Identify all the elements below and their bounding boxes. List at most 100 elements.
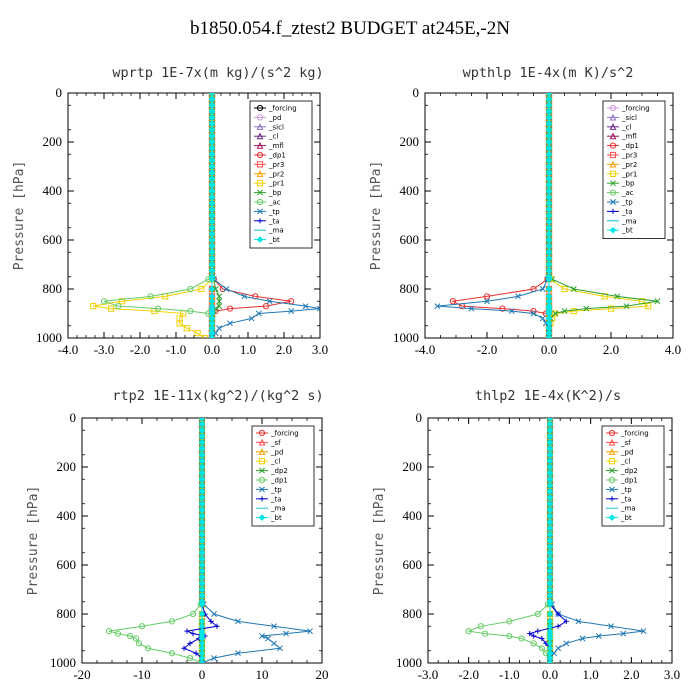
x-tick-label: 10 (256, 667, 269, 682)
data-point (198, 426, 206, 434)
data-point (545, 187, 553, 195)
x-tick-label: 4.0 (665, 342, 681, 357)
data-point (545, 163, 553, 170)
data-point (545, 169, 553, 176)
data-point (208, 212, 216, 219)
data-point (198, 518, 206, 526)
data-point (208, 114, 216, 121)
legend-marker (609, 160, 617, 168)
legend-marker (609, 104, 617, 112)
data-point (579, 635, 586, 642)
data-point (208, 218, 216, 225)
data-point (546, 600, 554, 608)
legend-label: _pr2 (268, 170, 284, 178)
data-point (198, 420, 206, 428)
data-point (199, 418, 205, 421)
data-point (198, 543, 206, 550)
data-point (212, 330, 219, 337)
data-point (527, 631, 533, 637)
x-tick-label: -4.0 (58, 342, 79, 357)
data-point (546, 567, 554, 575)
data-point (208, 150, 216, 158)
data-point (563, 618, 569, 624)
data-point (547, 660, 553, 663)
legend-label: _pr2 (621, 161, 637, 169)
data-point (546, 543, 554, 550)
legend-marker (610, 180, 616, 187)
data-point (271, 640, 277, 647)
x-tick-label: 0.0 (204, 342, 220, 357)
data-point (208, 285, 216, 293)
data-point (545, 255, 553, 262)
data-point (545, 248, 553, 256)
data-point (546, 561, 554, 569)
data-point (198, 457, 206, 465)
data-point (483, 293, 491, 300)
legend-label: _tp (268, 208, 280, 216)
data-point (208, 224, 216, 232)
legend-label: _cl (268, 133, 278, 141)
legend-marker (609, 189, 617, 196)
legend-marker (608, 438, 616, 446)
data-point (546, 500, 554, 508)
data-point (546, 488, 554, 495)
data-point (208, 275, 216, 283)
data-point (208, 126, 216, 134)
data-point (248, 315, 255, 322)
data-point (539, 635, 545, 642)
x-tick-label: -20 (73, 667, 90, 682)
legend-label: _bt (270, 514, 282, 522)
data-point (530, 310, 537, 317)
legend-label: _ac (268, 199, 281, 207)
data-point (198, 285, 205, 293)
legend-label: _sicl (621, 114, 637, 122)
x-tick-label: 2.0 (623, 667, 639, 682)
data-point (434, 303, 441, 310)
data-point (176, 320, 183, 327)
data-point (201, 334, 208, 338)
y-tick-label: 600 (57, 557, 77, 572)
data-point (108, 305, 115, 312)
data-point (546, 549, 554, 557)
data-point (288, 308, 295, 315)
legend-label: _mfl (268, 142, 284, 150)
data-point (640, 628, 647, 635)
x-tick-label: 1.0 (240, 342, 256, 357)
legend-marker (256, 141, 264, 149)
data-point (216, 298, 223, 305)
data-point (545, 144, 553, 152)
data-point (654, 298, 661, 305)
legend-label: _dp1 (621, 142, 639, 150)
y-tick-label: 200 (403, 459, 423, 474)
data-point (561, 285, 568, 293)
data-point (209, 93, 215, 96)
data-point (208, 120, 216, 127)
y-axis-label: Pressure [hPa] (372, 486, 387, 596)
legend-label: _tp (621, 199, 633, 207)
data-point (181, 645, 187, 651)
y-tick-label: 800 (403, 606, 423, 621)
y-tick-label: 600 (43, 232, 63, 247)
legend-marker (609, 123, 617, 130)
data-point (223, 286, 230, 292)
series-line (466, 418, 551, 663)
data-point (208, 187, 216, 195)
data-point (271, 623, 277, 630)
x-tick-label: -2.0 (458, 667, 479, 682)
data-point (508, 308, 515, 315)
legend-marker (256, 114, 264, 121)
data-point (546, 555, 554, 563)
legend-marker (258, 429, 266, 437)
legend-label: _cl (621, 123, 631, 131)
data-point (546, 494, 554, 501)
data-point (208, 181, 216, 189)
legend-label: _dp1 (270, 477, 288, 485)
legend-label: _forcing (270, 430, 299, 438)
data-point (138, 623, 146, 630)
data-point (545, 126, 553, 134)
data-point (235, 618, 241, 625)
data-point (477, 623, 484, 630)
data-point (545, 193, 553, 201)
data-point (545, 212, 553, 219)
